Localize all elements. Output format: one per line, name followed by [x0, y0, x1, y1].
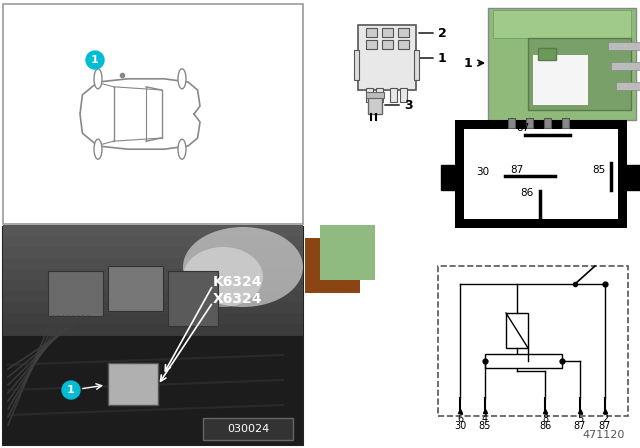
Text: 030024: 030024 [227, 424, 269, 434]
Text: 4: 4 [482, 414, 488, 424]
Text: 87: 87 [599, 421, 611, 431]
FancyBboxPatch shape [358, 25, 416, 90]
Bar [544, 118, 551, 128]
Bar [3, 390, 303, 401]
Bar [3, 4, 303, 224]
Text: 1: 1 [67, 385, 75, 395]
Bar [366, 28, 377, 37]
Bar [485, 354, 562, 368]
Text: 2: 2 [438, 26, 447, 39]
Circle shape [86, 51, 104, 69]
Bar [3, 258, 303, 269]
Bar [376, 88, 383, 102]
Bar [3, 269, 303, 280]
Bar [320, 225, 375, 280]
Bar [626, 165, 640, 190]
Ellipse shape [178, 69, 186, 89]
Text: 87: 87 [516, 123, 530, 133]
Bar [3, 423, 303, 434]
Bar [3, 225, 303, 236]
Bar [438, 266, 628, 416]
Ellipse shape [183, 247, 263, 307]
Bar [3, 236, 303, 247]
Bar [368, 94, 382, 114]
Bar [562, 118, 569, 128]
Bar [48, 271, 103, 316]
Bar [3, 379, 303, 390]
Bar [3, 324, 303, 335]
Text: 30: 30 [454, 421, 466, 431]
Text: 87: 87 [574, 421, 586, 431]
Ellipse shape [94, 139, 102, 159]
Bar [168, 271, 218, 326]
Bar [3, 346, 303, 357]
Bar [3, 291, 303, 302]
Bar [3, 313, 303, 324]
Bar [414, 50, 419, 80]
Text: X6324: X6324 [213, 292, 262, 306]
Bar [528, 38, 631, 110]
Bar [203, 418, 293, 440]
Bar [3, 302, 303, 313]
Bar [382, 40, 393, 49]
Ellipse shape [178, 139, 186, 159]
Bar [366, 40, 377, 49]
Text: 85: 85 [593, 165, 605, 175]
Bar [366, 88, 373, 102]
Bar [506, 313, 528, 348]
Bar [608, 42, 640, 50]
Bar [3, 401, 303, 412]
Bar [305, 238, 360, 293]
Bar [354, 50, 359, 80]
Bar [3, 247, 303, 258]
Bar [400, 88, 407, 102]
Bar [464, 129, 618, 219]
Bar [616, 82, 640, 90]
Text: 87: 87 [510, 165, 524, 175]
Bar [533, 55, 588, 105]
Ellipse shape [183, 227, 303, 307]
Text: 5: 5 [577, 414, 583, 424]
Bar [108, 363, 158, 405]
Bar [3, 227, 303, 445]
Bar [3, 412, 303, 423]
Bar [3, 434, 303, 445]
Bar [488, 8, 636, 120]
Bar [441, 165, 456, 190]
Text: 86: 86 [520, 188, 534, 198]
Bar [455, 120, 627, 228]
Text: 1: 1 [91, 55, 99, 65]
Text: 8: 8 [542, 414, 548, 424]
Text: 6: 6 [457, 414, 463, 424]
Bar [3, 357, 303, 368]
Bar [538, 48, 556, 60]
Bar [3, 368, 303, 379]
Text: 30: 30 [476, 167, 490, 177]
Bar [382, 28, 393, 37]
Bar [3, 336, 303, 445]
Text: 3: 3 [404, 99, 413, 112]
Bar [3, 280, 303, 291]
Bar [398, 40, 409, 49]
Bar [508, 118, 515, 128]
Bar [493, 10, 631, 38]
Bar [108, 266, 163, 311]
Text: 2: 2 [602, 414, 608, 424]
Bar [390, 88, 397, 102]
Text: 471120: 471120 [582, 430, 625, 440]
Circle shape [62, 381, 80, 399]
Text: 86: 86 [539, 421, 551, 431]
Text: 1: 1 [463, 56, 472, 69]
Ellipse shape [94, 69, 102, 89]
Text: 85: 85 [479, 421, 491, 431]
Text: 1: 1 [438, 52, 447, 65]
Bar [3, 335, 303, 346]
Bar [398, 28, 409, 37]
Bar [526, 118, 533, 128]
Text: K6324: K6324 [213, 275, 262, 289]
Bar [611, 62, 640, 70]
Bar [366, 92, 384, 98]
